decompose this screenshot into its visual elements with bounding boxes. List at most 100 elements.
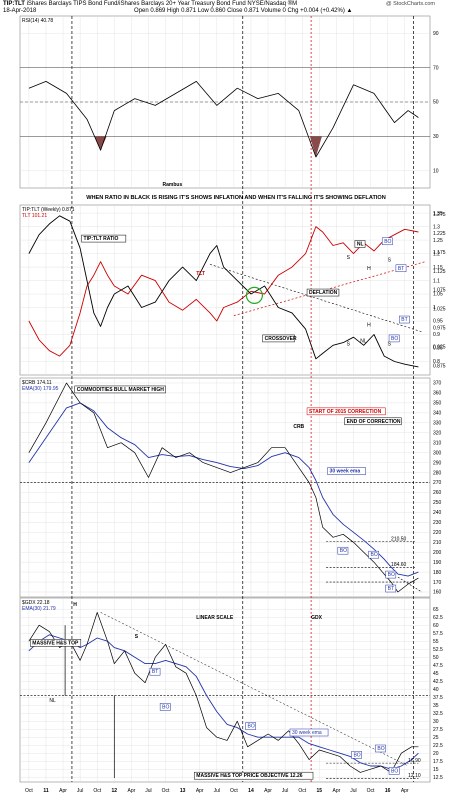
annotation-label: BO bbox=[384, 239, 391, 245]
y-tick-label: 350 bbox=[433, 401, 442, 407]
annotation-box bbox=[399, 315, 410, 324]
y-tick-label: 55 bbox=[433, 639, 439, 645]
y-tick-label: 310 bbox=[433, 440, 442, 446]
annotation-box bbox=[306, 288, 340, 297]
y-tick-label: 200 bbox=[433, 550, 442, 556]
ohlc-label: Open 0.869 High 0.871 Low 0.860 Close 0.… bbox=[134, 8, 353, 14]
crb-ema-legend: EMA(30) 179.95 bbox=[22, 386, 59, 392]
annotation-label: 12.10 bbox=[408, 773, 421, 779]
y-tick-label: 1.2 bbox=[433, 251, 440, 257]
annotation-label: BO bbox=[391, 768, 398, 774]
y-tick-label: 1.15 bbox=[433, 265, 443, 271]
right-y-tick-label: 1.025 bbox=[433, 307, 446, 313]
annotation-box bbox=[289, 728, 329, 737]
y-tick-label: 1 bbox=[433, 305, 436, 311]
annotation-label: H bbox=[367, 266, 371, 272]
gdx-ema-line bbox=[28, 634, 419, 770]
right-y-tick-label: 1.275 bbox=[433, 212, 446, 218]
annotation-label: DEFLATION bbox=[309, 290, 338, 296]
annotation-box bbox=[74, 385, 166, 394]
y-tick-label: 1.05 bbox=[433, 292, 443, 298]
annotation-box bbox=[351, 751, 362, 759]
ratio-series-line bbox=[28, 215, 419, 368]
annotation-label: BT bbox=[401, 317, 407, 323]
annotation-box bbox=[337, 546, 349, 555]
y-tick-label: 330 bbox=[433, 420, 442, 426]
right-y-tick-label: 0.875 bbox=[433, 363, 446, 369]
y-tick-label: 52.5 bbox=[433, 647, 443, 653]
annotation-label: H bbox=[367, 322, 371, 328]
x-tick-label: Jul bbox=[282, 788, 288, 794]
y-tick-label: 50 bbox=[433, 655, 439, 661]
y-tick-label: 32.5 bbox=[433, 711, 443, 717]
y-tick-label: 0.95 bbox=[433, 319, 443, 325]
annotation-label: 30 week ema bbox=[330, 469, 361, 475]
annotation-box bbox=[327, 467, 366, 475]
y-tick-label: 1.3 bbox=[433, 224, 440, 230]
x-tick-label: Apr bbox=[127, 788, 135, 794]
annotation-label: COMMODITIES BULL MARKET HIGH bbox=[77, 387, 165, 393]
annotation-label: START OF 2015 CORRECTION bbox=[309, 409, 382, 415]
y-tick-label: 45 bbox=[433, 671, 439, 677]
annotation-box bbox=[262, 334, 295, 343]
rsi-legend: RSI(14) 40.78 bbox=[22, 18, 53, 24]
annotation-box bbox=[385, 570, 397, 579]
y-tick-label: 280 bbox=[433, 470, 442, 476]
rsi-oversold-fill bbox=[94, 136, 107, 151]
y-tick-label: 240 bbox=[433, 510, 442, 516]
annotation-label: BT bbox=[152, 669, 158, 675]
annotation-box bbox=[354, 240, 366, 248]
y-tick-label: 17.5 bbox=[433, 759, 443, 765]
y-tick-label: 230 bbox=[433, 520, 442, 526]
y-tick-label: 20 bbox=[433, 751, 439, 757]
annotation-label: BO bbox=[162, 704, 169, 710]
x-tick-label: Jul bbox=[145, 788, 151, 794]
annotation-label: S bbox=[135, 634, 139, 640]
y-tick-label: 30 bbox=[433, 719, 439, 725]
x-tick-label: Apr bbox=[264, 788, 272, 794]
y-tick-label: 290 bbox=[433, 460, 442, 466]
date-label: 18-Apr-2018 bbox=[3, 8, 37, 14]
annotation-label: 30 week ema bbox=[292, 730, 322, 736]
ratio-title: WHEN RATIO IN BLACK IS RISING IT'S SHOWS… bbox=[86, 195, 386, 201]
x-tick-label: Jul bbox=[77, 788, 83, 794]
gdx-series-line bbox=[28, 612, 419, 773]
annotation-label: 16.90 bbox=[408, 758, 421, 764]
y-tick-label: 190 bbox=[433, 560, 442, 566]
y-tick-label: 220 bbox=[433, 530, 442, 536]
x-tick-label: 13 bbox=[180, 788, 186, 794]
annotation-box bbox=[30, 639, 82, 647]
y-tick-label: 250 bbox=[433, 500, 442, 506]
x-tick-label: 12 bbox=[112, 788, 118, 794]
y-tick-label: 270 bbox=[433, 480, 442, 486]
crb-projection-line bbox=[397, 576, 422, 593]
y-tick-label: 30 bbox=[433, 134, 439, 140]
annotation-label: Rambus bbox=[163, 182, 183, 188]
annotation-label: S bbox=[388, 341, 392, 347]
annotation-label: BO bbox=[377, 746, 384, 752]
x-tick-label: Apr bbox=[332, 788, 340, 794]
y-tick-label: 1.1 bbox=[433, 278, 440, 284]
annotation-label: BO bbox=[340, 548, 347, 554]
annotation-box bbox=[381, 237, 393, 246]
panel-frame bbox=[19, 377, 431, 598]
gdx-legend: $GDX 22.18 bbox=[22, 600, 50, 606]
y-tick-label: 300 bbox=[433, 450, 442, 456]
annotation-label: TIP:TLT RATIO bbox=[84, 236, 119, 242]
ratio-legend: TIP:TLT (Weekly) 0.871 bbox=[22, 207, 75, 213]
x-tick-label: Apr bbox=[59, 788, 67, 794]
annotation-label: BO bbox=[391, 336, 398, 342]
annotation-label: 184.60 bbox=[391, 562, 407, 568]
y-tick-label: 180 bbox=[433, 570, 442, 576]
chart-header: TIP:TLT iShares Barclays TIPS Bond Fund/… bbox=[3, 1, 297, 8]
x-tick-label: Oct bbox=[25, 788, 33, 794]
annotation-label: END OF CORRECTION bbox=[347, 419, 401, 425]
right-y-tick-label: 1.075 bbox=[433, 288, 446, 294]
y-tick-label: 65 bbox=[433, 607, 439, 613]
y-tick-label: 22.5 bbox=[433, 743, 443, 749]
annotation-label: NL bbox=[357, 241, 364, 247]
y-tick-label: 57.5 bbox=[433, 631, 443, 637]
y-tick-label: 0.85 bbox=[433, 346, 443, 352]
crb-series-line bbox=[28, 382, 419, 593]
annotation-label: CRB bbox=[293, 424, 304, 430]
